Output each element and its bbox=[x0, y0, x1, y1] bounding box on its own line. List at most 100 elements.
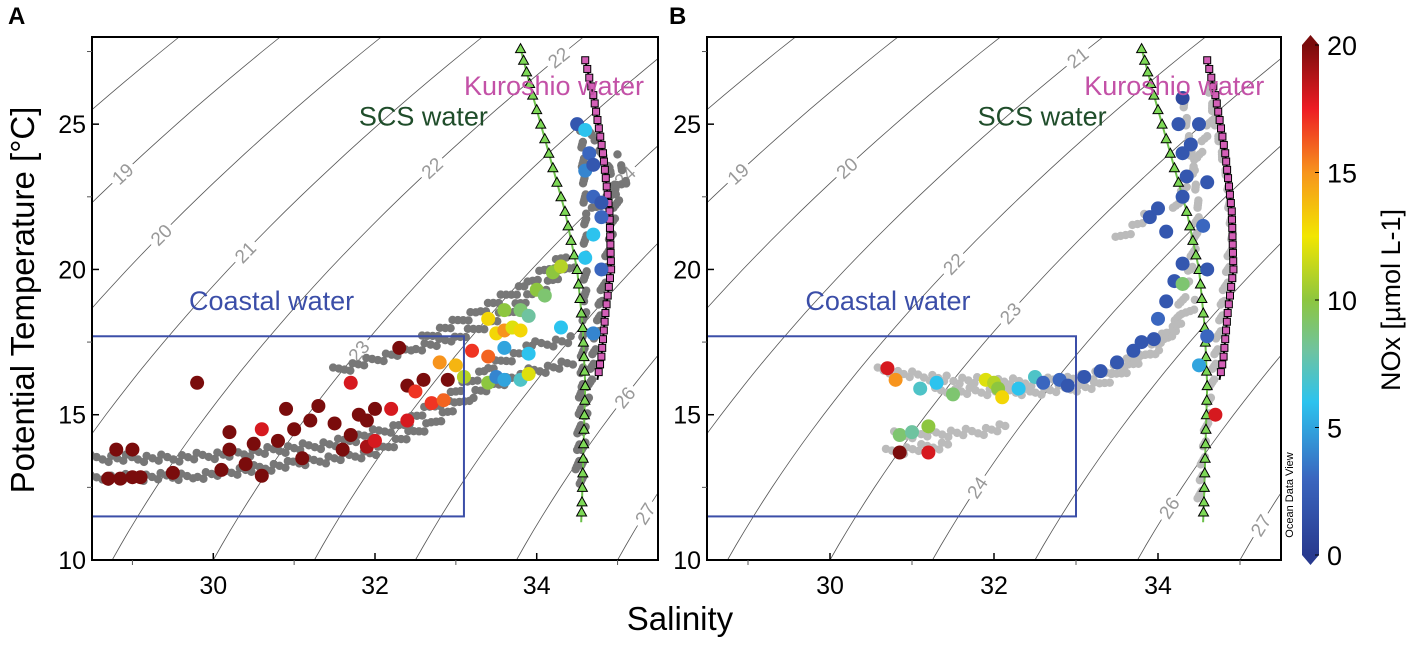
isopycnal-label-bg bbox=[414, 150, 449, 185]
nox-sample-point bbox=[521, 346, 536, 361]
scs-triangle-marker bbox=[565, 234, 577, 245]
isopycnal-line bbox=[111, 37, 585, 560]
panel-letter: B bbox=[669, 3, 686, 30]
scs-triangle-marker bbox=[1180, 205, 1193, 216]
scs-triangle-marker bbox=[1199, 452, 1211, 463]
background-sample-point bbox=[566, 332, 575, 341]
y-tick-label: 10 bbox=[673, 547, 701, 575]
kuroshio-square-marker bbox=[1228, 215, 1237, 224]
kuroshio-square-marker bbox=[1219, 352, 1228, 361]
kuroshio-square-marker bbox=[601, 174, 610, 183]
background-sample-point bbox=[371, 450, 381, 460]
background-sample-point bbox=[1190, 166, 1199, 175]
scs-triangle-marker bbox=[562, 219, 574, 231]
isopycnal-label: 26 bbox=[1156, 494, 1185, 523]
colorbar-tick-label: 5 bbox=[1327, 414, 1342, 444]
kuroshio-square-marker bbox=[1228, 248, 1237, 257]
kuroshio-square-marker bbox=[606, 248, 615, 257]
isopycnal-label: 20 bbox=[147, 221, 177, 251]
nox-sample-point bbox=[1060, 378, 1075, 393]
kuroshio-square-marker bbox=[1228, 232, 1237, 241]
nox-sample-point bbox=[913, 381, 928, 396]
colorbar-tick-label: 10 bbox=[1327, 286, 1357, 316]
scs-triangle-marker bbox=[1197, 306, 1210, 318]
kuroshio-square-marker bbox=[1229, 257, 1238, 266]
kuroshio-square-marker bbox=[1212, 99, 1221, 108]
isopycnal-label: 22 bbox=[418, 154, 448, 184]
nox-sample-point bbox=[416, 372, 431, 387]
isopycnal-label: 21 bbox=[231, 238, 261, 268]
kuroshio-square-marker bbox=[1223, 165, 1232, 174]
background-sample-point bbox=[469, 393, 478, 403]
kuroshio-square-marker bbox=[1220, 343, 1229, 352]
background-sample-point bbox=[613, 150, 622, 159]
nox-sample-point bbox=[222, 442, 237, 457]
nox-sample-point bbox=[1142, 210, 1157, 225]
nox-sample-point bbox=[254, 468, 269, 483]
background-sample-point bbox=[578, 137, 588, 147]
kuroshio-square-marker bbox=[592, 107, 601, 116]
kuroshio-square-marker bbox=[606, 257, 615, 266]
background-sample-point bbox=[587, 375, 597, 384]
background-sample-point bbox=[533, 275, 542, 285]
nox-sample-point bbox=[465, 343, 480, 358]
background-sample-point bbox=[582, 267, 591, 276]
background-sample-point bbox=[281, 448, 290, 458]
nox-sample-point bbox=[1146, 332, 1161, 347]
nox-sample-point bbox=[279, 401, 294, 416]
nox-sample-point bbox=[521, 367, 536, 382]
kuroshio-square-marker bbox=[1214, 107, 1223, 116]
kuroshio-square-marker bbox=[597, 352, 606, 361]
isopycnal-label: 20 bbox=[833, 154, 863, 184]
kuroshio-square-marker bbox=[605, 223, 614, 232]
kuroshio-square-marker bbox=[604, 282, 613, 291]
kuroshio-square-marker bbox=[594, 368, 603, 377]
background-sample-point bbox=[432, 341, 441, 351]
isopycnal-label: 24 bbox=[964, 473, 993, 503]
nox-sample-point bbox=[1192, 117, 1206, 132]
background-sample-point bbox=[336, 455, 345, 465]
scs-triangle-marker bbox=[526, 89, 539, 100]
nox-sample-point bbox=[586, 227, 601, 242]
kuroshio-square-marker bbox=[606, 240, 615, 249]
background-sample-point bbox=[1176, 319, 1186, 328]
scs-triangle-marker bbox=[578, 350, 590, 362]
kuroshio-square-marker bbox=[593, 116, 602, 125]
background-sample-point bbox=[281, 463, 290, 472]
background-sample-point bbox=[576, 404, 586, 413]
nox-sample-point bbox=[424, 396, 439, 411]
nox-sample-point bbox=[1192, 358, 1206, 373]
nox-sample-point bbox=[1175, 276, 1190, 291]
nox-sample-point bbox=[1183, 137, 1198, 152]
nox-sample-point bbox=[578, 122, 593, 137]
background-sample-point bbox=[267, 466, 276, 475]
scs-triangle-marker bbox=[1152, 103, 1164, 115]
background-sample-point bbox=[568, 360, 578, 369]
kuroshio-square-marker bbox=[594, 124, 603, 133]
colorbar-min-arrow bbox=[1302, 555, 1319, 565]
x-tick-label: 30 bbox=[816, 572, 844, 600]
colorbar-max-arrow bbox=[1302, 35, 1319, 45]
x-tick-label: 30 bbox=[199, 572, 227, 600]
isopycnal-label-bg bbox=[341, 333, 376, 368]
kuroshio-square-marker bbox=[606, 232, 615, 241]
background-sample-point bbox=[1122, 368, 1131, 378]
background-sample-point bbox=[611, 190, 621, 199]
scs-triangle-marker bbox=[1183, 219, 1196, 231]
nox-sample-point bbox=[1011, 381, 1026, 396]
background-sample-point bbox=[581, 286, 591, 295]
background-sample-point bbox=[1154, 346, 1164, 355]
nox-sample-point bbox=[1093, 364, 1108, 379]
kuroshio-square-marker bbox=[1205, 64, 1214, 73]
y-tick-label: 20 bbox=[673, 256, 701, 284]
scs-triangle-marker bbox=[568, 248, 580, 260]
nox-sample-point bbox=[553, 259, 568, 274]
scs-triangle-marker bbox=[1148, 89, 1160, 100]
kuroshio-square-marker bbox=[605, 274, 614, 283]
kuroshio-square-marker bbox=[600, 317, 609, 326]
panel-letter: A bbox=[8, 3, 25, 30]
scs-triangle-marker bbox=[1168, 161, 1181, 173]
background-sample-point bbox=[210, 454, 219, 464]
kuroshio-square-marker bbox=[583, 64, 592, 73]
